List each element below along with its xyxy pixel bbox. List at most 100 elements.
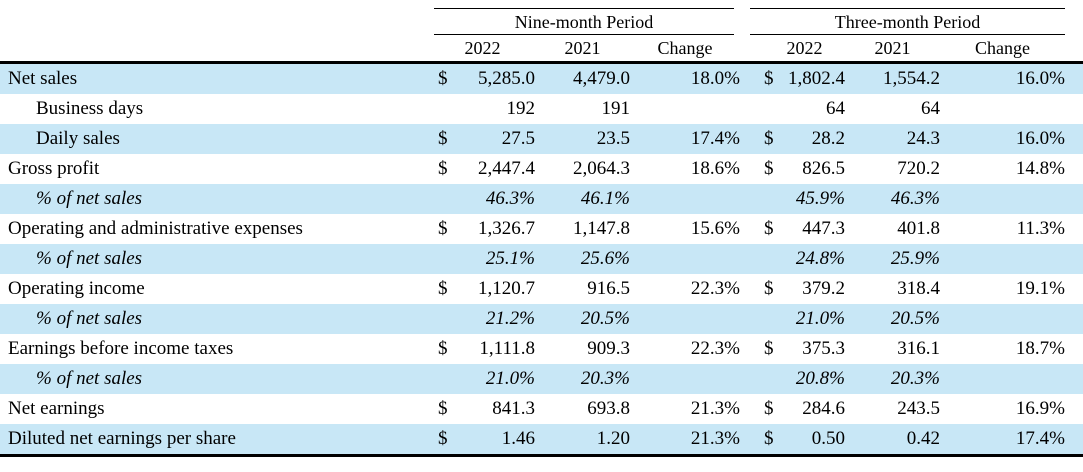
dollar-sign: $ xyxy=(438,398,448,419)
cell-value: 1.46 xyxy=(501,428,535,449)
cell-value: 375.3 xyxy=(802,338,845,359)
row-label: Gross profit xyxy=(8,158,100,179)
cell-value: 14.8% xyxy=(1015,158,1065,179)
value-cell: 46.1% xyxy=(535,188,630,210)
value-cell: 0.42 xyxy=(845,428,940,450)
dollar-sign: $ xyxy=(764,338,774,359)
dollar-sign: $ xyxy=(764,398,774,419)
value-cell: 20.5% xyxy=(845,308,940,330)
col-header-three-2021: 2021 xyxy=(874,37,911,58)
row-label: Business days xyxy=(36,98,144,119)
cell-value: 22.3% xyxy=(690,338,740,359)
value-cell: 243.5 xyxy=(845,398,940,420)
cell-value: 284.6 xyxy=(802,398,845,419)
value-cell: 21.2% xyxy=(430,308,535,330)
cell-value: 11.3% xyxy=(1016,218,1065,239)
cell-value: 22.3% xyxy=(690,278,740,299)
col-header-nine-change: Change xyxy=(657,37,713,58)
dollar-sign: $ xyxy=(438,278,448,299)
value-cell: 46.3% xyxy=(845,188,940,210)
cell-value: 826.5 xyxy=(802,158,845,179)
value-cell: 16.9% xyxy=(940,398,1065,420)
value-cell: $ 1,802.4 xyxy=(740,68,845,90)
row-label: Diluted net earnings per share xyxy=(8,428,236,449)
cell-value: 45.9% xyxy=(795,188,845,209)
cell-value: 16.9% xyxy=(1015,398,1065,419)
cell-value: 0.42 xyxy=(906,428,940,449)
cell-value: 16.0% xyxy=(1015,68,1065,89)
value-cell: 192 xyxy=(430,98,536,120)
value-cell: 23.5 xyxy=(535,128,630,150)
row-label: Net sales xyxy=(8,68,78,89)
value-cell: 909.3 xyxy=(535,338,630,360)
table-body: Net sales $ 5,285.0 4,479.0 18.0% $ 1,80… xyxy=(0,64,1083,457)
value-cell: 16.0% xyxy=(940,128,1065,150)
value-cell: 22.3% xyxy=(630,338,740,360)
col-header-three-2022: 2022 xyxy=(786,37,823,58)
table-row: Operating and administrative expenses $ … xyxy=(0,214,1083,244)
cell-value: 841.3 xyxy=(492,398,535,419)
row-label: Earnings before income taxes xyxy=(8,338,234,359)
value-cell: 17.4% xyxy=(940,428,1065,450)
financial-results-table: Nine-month Period Three-month Period 202… xyxy=(0,8,1083,457)
cell-value: 25.9% xyxy=(890,248,940,269)
row-label: Daily sales xyxy=(36,128,120,149)
table-row: Gross profit $ 2,447.4 2,064.3 18.6% $ 8… xyxy=(0,154,1083,184)
value-cell: $ 841.3 xyxy=(430,398,535,420)
three-month-period-header: Three-month Period xyxy=(750,8,1065,35)
row-label: % of net sales xyxy=(36,188,143,209)
value-cell: 916.5 xyxy=(535,278,630,300)
cell-value: 379.2 xyxy=(802,278,845,299)
table-row: Business days 192 191 64 64 xyxy=(0,94,1083,124)
table-row: % of net sales 25.1% 25.6% 24.8% 25.9% xyxy=(0,244,1083,274)
value-cell: 20.5% xyxy=(535,308,630,330)
header-spacer xyxy=(0,8,430,35)
value-cell: $ 1.46 xyxy=(430,428,535,450)
table-row: Net sales $ 5,285.0 4,479.0 18.0% $ 1,80… xyxy=(0,64,1083,94)
cell-value: 1,120.7 xyxy=(478,278,535,299)
value-cell: $ 447.3 xyxy=(740,218,845,240)
table-row: Diluted net earnings per share $ 1.46 1.… xyxy=(0,424,1083,454)
value-cell: 693.8 xyxy=(535,398,630,420)
row-label: Operating income xyxy=(8,278,145,299)
cell-value: 16.0% xyxy=(1015,128,1065,149)
cell-value: 20.3% xyxy=(580,368,630,389)
cell-value: 18.7% xyxy=(1015,338,1065,359)
dollar-sign: $ xyxy=(764,278,774,299)
cell-value: 20.5% xyxy=(580,308,630,329)
cell-value: 916.5 xyxy=(587,278,630,299)
value-cell: $ 27.5 xyxy=(430,128,535,150)
value-cell: 21.3% xyxy=(630,398,740,420)
row-label: Operating and administrative expenses xyxy=(8,218,303,239)
cell-value: 23.5 xyxy=(596,128,630,149)
value-cell: $ 5,285.0 xyxy=(430,68,535,90)
table-row: Net earnings $ 841.3 693.8 21.3% $ 284.6… xyxy=(0,394,1083,424)
cell-value: 316.1 xyxy=(897,338,940,359)
table-row: Operating income $ 1,120.7 916.5 22.3% $… xyxy=(0,274,1083,304)
value-cell: 1.20 xyxy=(535,428,630,450)
value-cell: 16.0% xyxy=(940,68,1065,90)
cell-value: 17.4% xyxy=(690,128,740,149)
value-cell: 25.9% xyxy=(845,248,940,270)
value-cell: 4,479.0 xyxy=(535,68,630,90)
cell-value: 21.0% xyxy=(795,308,845,329)
dollar-sign: $ xyxy=(764,428,774,449)
table-row: Earnings before income taxes $ 1,111.8 9… xyxy=(0,334,1083,364)
cell-value: 46.1% xyxy=(580,188,630,209)
table-row: Daily sales $ 27.5 23.5 17.4% $ 28.2 24.… xyxy=(0,124,1083,154)
dollar-sign: $ xyxy=(764,128,774,149)
col-header-three-change: Change xyxy=(975,37,1030,58)
value-cell: 25.6% xyxy=(535,248,630,270)
dollar-sign: $ xyxy=(764,68,774,89)
period-header-row: Nine-month Period Three-month Period xyxy=(0,8,1083,35)
value-cell: $ 1,120.7 xyxy=(430,278,535,300)
value-cell: 20.3% xyxy=(535,368,630,390)
value-cell: 20.3% xyxy=(845,368,940,390)
value-cell: 20.8% xyxy=(740,368,845,390)
cell-value: 20.3% xyxy=(890,368,940,389)
cell-value: 1,326.7 xyxy=(478,218,535,239)
value-cell: 18.6% xyxy=(630,158,740,180)
dollar-sign: $ xyxy=(438,158,448,179)
cell-value: 447.3 xyxy=(802,218,845,239)
cell-value: 1,147.8 xyxy=(573,218,630,239)
